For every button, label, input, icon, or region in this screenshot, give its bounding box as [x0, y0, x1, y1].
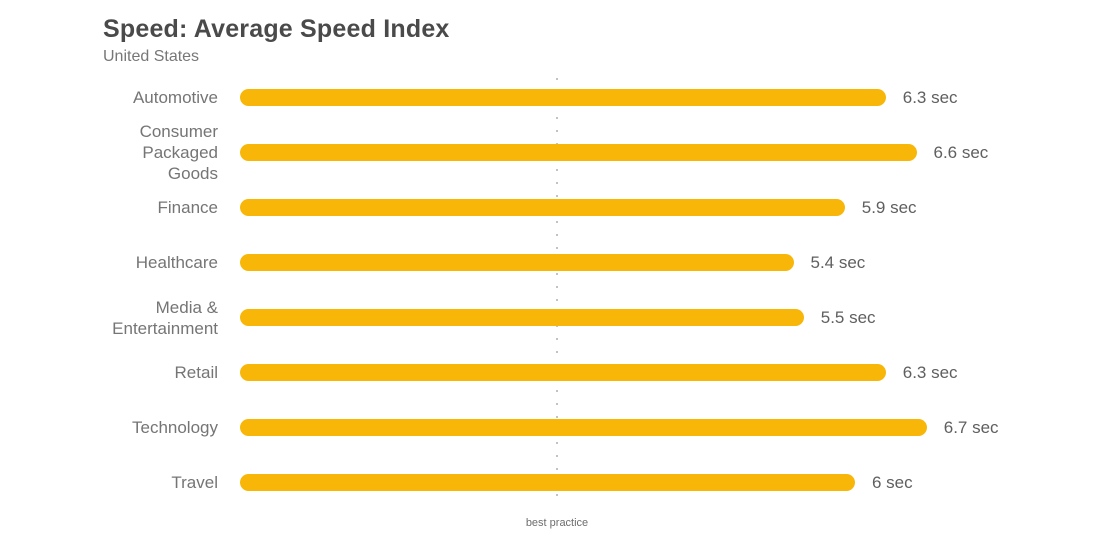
bar-row: Consumer Packaged Goods 6.6 sec: [0, 122, 1100, 183]
best-practice-reference-line: [556, 78, 558, 502]
bar-row: Finance 5.9 sec: [0, 180, 1100, 235]
chart-subtitle: United States: [103, 48, 200, 65]
bar-row: Automotive 6.3 sec: [0, 70, 1100, 125]
bar-row: Retail 6.3 sec: [0, 345, 1100, 400]
category-label: Technology: [131, 418, 218, 437]
best-practice-label: best practice: [525, 517, 589, 529]
value-label: 6.3 sec: [902, 362, 958, 382]
bar-rows: Automotive 6.3 sec Consumer Packaged Goods…: [0, 70, 1100, 510]
value-label: 6.3 sec: [902, 87, 958, 107]
category-label: Media & Entertainment: [112, 297, 218, 338]
bar-row: Travel 6 sec: [0, 455, 1100, 510]
category-label: Finance: [157, 198, 218, 217]
bar: [240, 254, 794, 271]
bar: [240, 89, 886, 106]
plot-area: Automotive 6.3 sec Consumer Packaged Goods…: [0, 70, 1100, 542]
category-label: Travel: [171, 473, 218, 492]
value-label: 6.6 sec: [933, 142, 989, 162]
value-label: 6.7 sec: [943, 417, 999, 437]
bar: [240, 309, 804, 326]
value-label: 5.9 sec: [861, 197, 917, 217]
value-label: 5.4 sec: [810, 252, 866, 272]
bar: [240, 419, 927, 436]
value-label: 5.5 sec: [820, 307, 876, 327]
category-label: Healthcare: [135, 253, 218, 272]
bar-row: Media & Entertainment 5.5 sec: [0, 290, 1100, 345]
bar-row: Healthcare 5.4 sec: [0, 235, 1100, 290]
chart-title: Speed: Average Speed Index: [103, 15, 450, 43]
bar: [240, 144, 917, 161]
bar: [240, 474, 855, 491]
category-label: Consumer Packaged Goods: [139, 122, 218, 183]
category-label: Automotive: [132, 88, 218, 107]
bar: [240, 199, 845, 216]
value-label: 6 sec: [872, 472, 913, 492]
bar-row: Technology 6.7 sec: [0, 400, 1100, 455]
bar: [240, 364, 886, 381]
category-label: Retail: [174, 363, 218, 382]
